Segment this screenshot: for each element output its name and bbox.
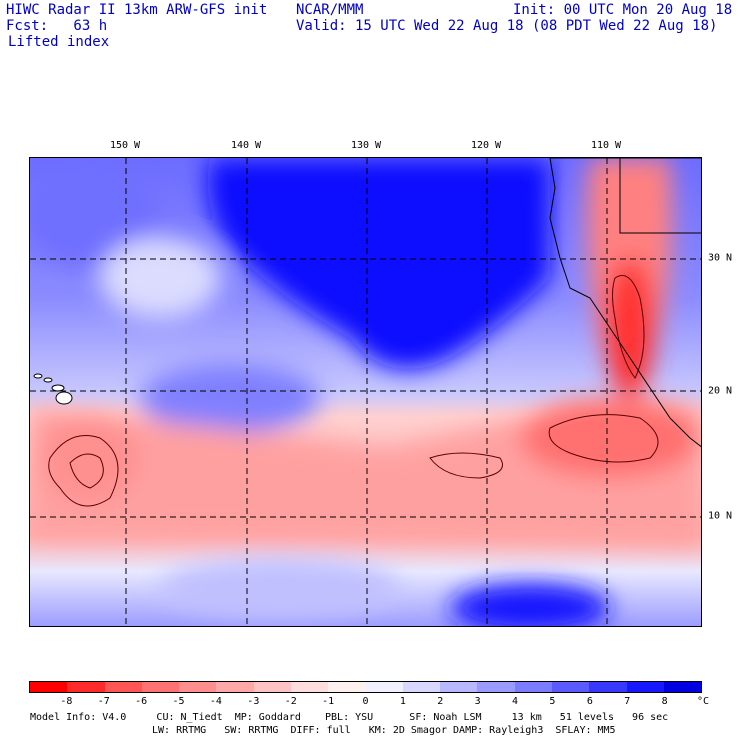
colorbar-tick-label: 8 [661,696,668,707]
colorbar-tick-label: -6 [135,696,148,707]
colorbar-tick-label: -1 [322,696,335,707]
colorbar-tick-label: 5 [549,696,556,707]
lon-label-120w: 120 W [470,140,502,151]
colorbar-swatch [365,682,403,692]
contour-mid [429,452,503,479]
field-name: Lifted index [8,34,110,50]
forecast-hour: Fcst: 63 h [6,18,108,34]
colorbar-swatch [216,682,254,692]
colorbar-tick-label: -2 [284,696,297,707]
lon-label-110w: 110 W [590,140,622,151]
colorbar-tick-label: 2 [437,696,444,707]
colorbar-swatch [551,682,590,692]
colorbar-swatch [253,682,291,692]
map-canvas [30,158,701,626]
unstable-east [520,398,700,478]
colorbar-tick-label: -7 [97,696,110,707]
weak-stable-south [160,558,400,618]
stable-south [450,583,610,626]
contour-cyclone-inner [69,453,104,489]
init-time: Init: 00 UTC Mon 20 Aug 18 [513,2,733,18]
colorbar-tick-label: 0 [362,696,369,707]
island-kauai [33,373,43,379]
lon-label-150w: 150 W [109,140,141,151]
border-line [619,158,701,234]
colorbar-tick-label: 1 [399,696,406,707]
colorbar-tick-label: -5 [172,696,185,707]
colorbar-tick-label: 7 [624,696,631,707]
colorbar-swatch [626,682,664,692]
strong-unstable-baja [605,258,655,398]
colorbar-tick-label: 4 [512,696,519,707]
island-big-island [55,391,73,405]
contour-baja [612,275,645,379]
colorbar-swatch [440,682,478,692]
lat-label-20n: 20 N [708,385,733,397]
colorbar-swatch [589,682,627,692]
weak-stable-patch [100,238,220,318]
island-maui [51,384,65,392]
colorbar-unit: °C [696,696,710,707]
coastline [549,158,701,448]
li-contours [48,275,659,507]
graticule [30,158,701,626]
colorbar-tick-label: -3 [247,696,260,707]
contour-cyclone [48,435,119,507]
island-oahu [43,377,53,383]
lon-label-140w: 140 W [230,140,262,151]
colorbar-swatch [663,682,702,692]
footer-line-2: LW: RRTMG SW: RRTMG DIFF: full KM: 2D Sm… [152,725,616,736]
colorbar-tick-label: 3 [474,696,481,707]
lon-label-130w: 130 W [350,140,382,151]
footer-line-1: Model Info: V4.0 CU: N_Tiedt MP: Goddard… [30,712,669,723]
colorbar-swatch [290,682,329,692]
org-label: NCAR/MMM [296,2,364,18]
lifted-index-map [29,157,702,627]
valid-time: Valid: 15 UTC Wed 22 Aug 18 (08 PDT Wed … [296,18,718,34]
colorbar-swatch [141,682,180,692]
colorbar [29,681,702,693]
colorbar-swatch [328,682,366,692]
stable-patch-west [30,168,160,268]
colorbar-tick-label: 6 [586,696,593,707]
hawaii-islands [33,373,73,405]
colorbar-swatch [402,682,441,692]
colorbar-swatch [514,682,552,692]
colorbar-swatch [30,682,68,692]
lat-label-30n: 30 N [708,252,733,264]
lat-label-10n: 10 N [708,510,733,522]
colorbar-tick-label: -8 [60,696,73,707]
contour-east [548,414,659,463]
colorbar-swatch [104,682,142,692]
unstable-cyclone [40,413,140,503]
model-title: HIWC Radar II 13km ARW-GFS init [6,2,268,18]
colorbar-swatch [179,682,217,692]
colorbar-swatch [67,682,105,692]
colorbar-tick-label: -4 [209,696,222,707]
stable-tongue [140,363,320,433]
colorbar-swatch [477,682,515,692]
strong-stable-region [207,158,550,370]
coast-line [549,158,701,448]
